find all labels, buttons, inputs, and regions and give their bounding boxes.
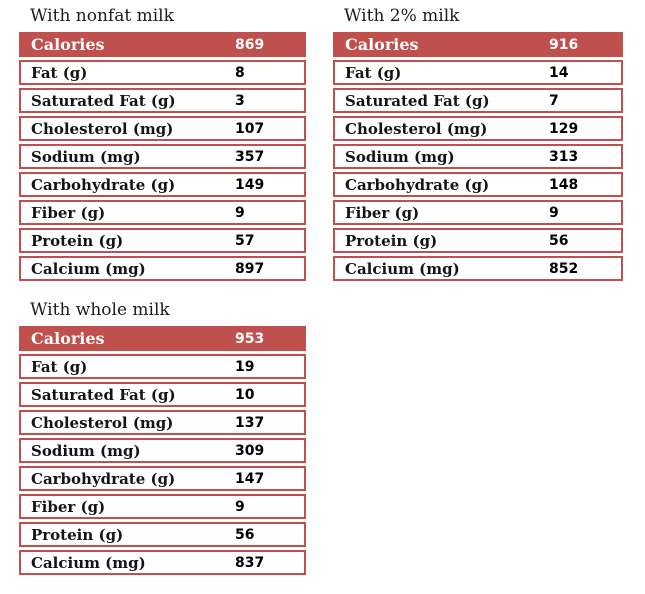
row-label: Calcium (mg) [31,553,146,572]
row-value: 309 [235,442,265,459]
row-label: Protein (g) [31,231,124,250]
table-row: Fat (g) 19 [19,354,306,379]
table-title-whole: With whole milk [30,300,170,320]
table-header-row: Calories 953 [19,326,306,351]
row-value: 837 [235,554,265,571]
row-label: Protein (g) [31,525,124,544]
table-row: Cholesterol (mg) 107 [19,116,306,141]
row-value: 137 [235,414,265,431]
row-label: Fat (g) [345,63,402,82]
row-label: Calories [31,329,105,348]
row-value: 7 [549,92,559,109]
nutrition-section-2percent: With 2% milk Calories 916 Fat (g) 14 Sat… [333,4,623,281]
row-value: 9 [549,204,559,221]
row-value: 56 [549,232,569,249]
table-row: Carbohydrate (g) 147 [19,466,306,491]
row-label: Cholesterol (mg) [31,119,174,138]
row-value: 3 [235,92,245,109]
table-row: Protein (g) 56 [19,522,306,547]
row-label: Calories [31,35,105,54]
row-label: Fat (g) [31,357,88,376]
table-title-2percent: With 2% milk [344,6,460,26]
row-value: 56 [235,526,255,543]
table-row: Protein (g) 57 [19,228,306,253]
table-header-row: Calories 869 [19,32,306,57]
table-row: Sodium (mg) 313 [333,144,623,169]
table-row: Cholesterol (mg) 137 [19,410,306,435]
row-value: 107 [235,120,265,137]
table-row: Calcium (mg) 837 [19,550,306,575]
row-value: 149 [235,176,265,193]
row-label: Calcium (mg) [345,259,460,278]
row-value: 148 [549,176,579,193]
row-value: 869 [235,36,265,53]
table-title-nonfat: With nonfat milk [30,6,174,26]
row-label: Fat (g) [31,63,88,82]
table-row: Fat (g) 8 [19,60,306,85]
nutrition-table-whole: Calories 953 Fat (g) 19 Saturated Fat (g… [19,326,306,575]
row-value: 953 [235,330,265,347]
row-value: 9 [235,204,245,221]
row-value: 8 [235,64,245,81]
row-value: 129 [549,120,579,137]
row-value: 897 [235,260,265,277]
table-row: Carbohydrate (g) 149 [19,172,306,197]
row-value: 147 [235,470,265,487]
row-value: 357 [235,148,265,165]
row-value: 9 [235,498,245,515]
table-row: Fiber (g) 9 [19,200,306,225]
row-label: Carbohydrate (g) [31,175,176,194]
row-label: Sodium (mg) [31,441,141,460]
table-row: Calcium (mg) 852 [333,256,623,281]
row-label: Saturated Fat (g) [31,385,176,404]
row-label: Carbohydrate (g) [345,175,490,194]
row-value: 57 [235,232,255,249]
table-row: Sodium (mg) 357 [19,144,306,169]
nutrition-section-nonfat: With nonfat milk Calories 869 Fat (g) 8 … [19,4,306,281]
table-row: Protein (g) 56 [333,228,623,253]
row-label: Calories [345,35,419,54]
row-label: Saturated Fat (g) [345,91,490,110]
table-row: Saturated Fat (g) 3 [19,88,306,113]
row-label: Sodium (mg) [345,147,455,166]
row-value: 10 [235,386,255,403]
row-label: Fiber (g) [345,203,420,222]
row-label: Fiber (g) [31,497,106,516]
table-row: Cholesterol (mg) 129 [333,116,623,141]
row-label: Cholesterol (mg) [31,413,174,432]
row-value: 14 [549,64,569,81]
row-value: 916 [549,36,579,53]
table-row: Saturated Fat (g) 7 [333,88,623,113]
row-value: 852 [549,260,579,277]
row-label: Cholesterol (mg) [345,119,488,138]
nutrition-table-2percent: Calories 916 Fat (g) 14 Saturated Fat (g… [333,32,623,281]
table-row: Fiber (g) 9 [19,494,306,519]
row-label: Fiber (g) [31,203,106,222]
row-label: Saturated Fat (g) [31,91,176,110]
table-row: Fiber (g) 9 [333,200,623,225]
table-row: Sodium (mg) 309 [19,438,306,463]
table-header-row: Calories 916 [333,32,623,57]
nutrition-table-nonfat: Calories 869 Fat (g) 8 Saturated Fat (g)… [19,32,306,281]
row-label: Calcium (mg) [31,259,146,278]
row-value: 313 [549,148,579,165]
row-value: 19 [235,358,255,375]
table-row: Fat (g) 14 [333,60,623,85]
row-label: Protein (g) [345,231,438,250]
table-row: Carbohydrate (g) 148 [333,172,623,197]
table-row: Saturated Fat (g) 10 [19,382,306,407]
table-row: Calcium (mg) 897 [19,256,306,281]
row-label: Sodium (mg) [31,147,141,166]
row-label: Carbohydrate (g) [31,469,176,488]
nutrition-section-whole: With whole milk Calories 953 Fat (g) 19 … [19,298,306,575]
